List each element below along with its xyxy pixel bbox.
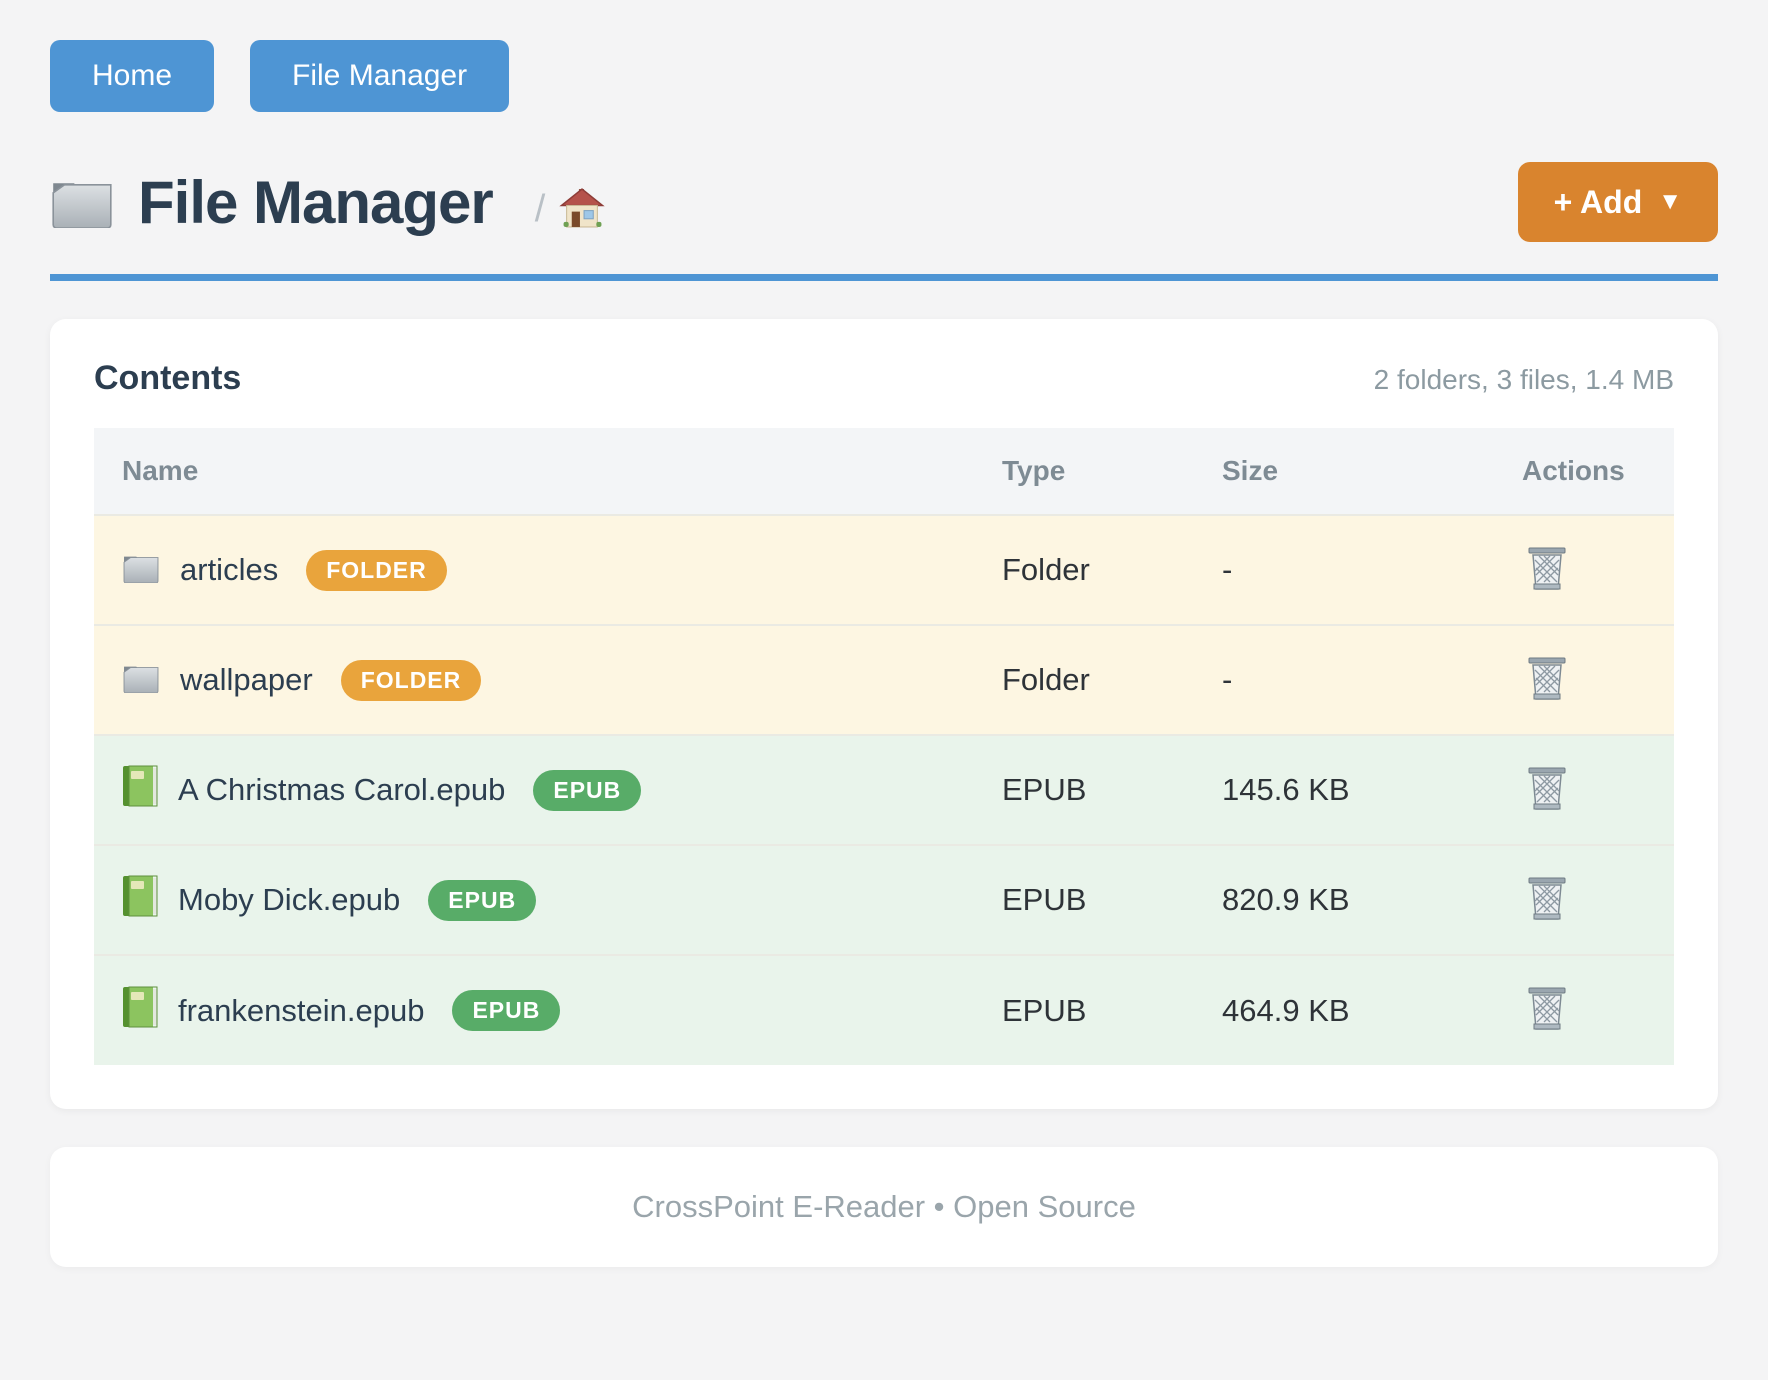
- item-type: Folder: [1002, 662, 1090, 697]
- page-header: File Manager / + Add ▼: [50, 162, 1718, 242]
- item-type: EPUB: [1002, 772, 1087, 807]
- page-title: File Manager: [138, 168, 494, 236]
- top-nav: Home File Manager: [50, 40, 1718, 112]
- item-name[interactable]: Moby Dick.epub: [178, 882, 401, 917]
- delete-button[interactable]: [1522, 762, 1572, 819]
- delete-button[interactable]: [1522, 982, 1572, 1039]
- green-book-icon: [122, 764, 158, 816]
- green-book-icon: [122, 985, 158, 1037]
- delete-button[interactable]: [1522, 542, 1572, 599]
- item-size: -: [1222, 552, 1233, 587]
- title-wrap: File Manager /: [50, 168, 605, 237]
- folder-icon: [122, 660, 160, 701]
- column-header-type: Type: [1002, 455, 1066, 486]
- breadcrumb-separator: /: [534, 187, 546, 230]
- add-button-label: + Add: [1553, 184, 1643, 220]
- delete-button[interactable]: [1522, 652, 1572, 709]
- footer-text: CrossPoint E-Reader • Open Source: [632, 1189, 1136, 1224]
- header-divider: [50, 274, 1718, 281]
- item-type: EPUB: [1002, 882, 1087, 917]
- files-table: Name Type Size Actions articles FOLDER F…: [94, 428, 1674, 1065]
- item-name[interactable]: frankenstein.epub: [178, 992, 425, 1028]
- trash-icon: [1526, 766, 1568, 815]
- table-row[interactable]: frankenstein.epub EPUB EPUB 464.9 KB: [94, 955, 1674, 1065]
- item-type: EPUB: [1002, 992, 1087, 1028]
- table-header-row: Name Type Size Actions: [94, 428, 1674, 515]
- green-book-icon: [122, 874, 158, 926]
- column-header-actions: Actions: [1522, 455, 1625, 486]
- breadcrumb: /: [535, 186, 606, 233]
- item-name[interactable]: A Christmas Carol.epub: [178, 772, 506, 807]
- table-row[interactable]: Moby Dick.epub EPUB EPUB 820.9 KB: [94, 845, 1674, 955]
- table-row[interactable]: articles FOLDER Folder -: [94, 515, 1674, 625]
- item-size: 145.6 KB: [1222, 772, 1350, 807]
- trash-icon: [1526, 546, 1568, 595]
- caret-down-icon: ▼: [1658, 188, 1682, 215]
- column-header-size: Size: [1222, 455, 1279, 486]
- folder-badge: FOLDER: [306, 549, 447, 591]
- nav-file-manager-button[interactable]: File Manager: [250, 40, 510, 112]
- trash-icon: [1526, 986, 1568, 1035]
- folder-icon: [50, 172, 114, 233]
- footer-card: CrossPoint E-Reader • Open Source: [50, 1147, 1718, 1267]
- contents-card-header: Contents 2 folders, 3 files, 1.4 MB: [94, 359, 1674, 398]
- item-name[interactable]: articles: [180, 552, 279, 587]
- contents-title: Contents: [94, 359, 242, 397]
- table-row[interactable]: A Christmas Carol.epub EPUB EPUB 145.6 K…: [94, 735, 1674, 845]
- nav-home-button[interactable]: Home: [50, 40, 215, 112]
- column-header-name: Name: [122, 455, 199, 486]
- item-size: -: [1222, 662, 1233, 697]
- add-button[interactable]: + Add ▼: [1517, 162, 1718, 242]
- epub-badge: EPUB: [452, 990, 561, 1031]
- contents-card: Contents 2 folders, 3 files, 1.4 MB Name…: [50, 319, 1718, 1109]
- epub-badge: EPUB: [533, 769, 642, 811]
- item-size: 820.9 KB: [1222, 882, 1350, 917]
- epub-badge: EPUB: [428, 879, 537, 921]
- trash-icon: [1526, 876, 1568, 925]
- item-size: 464.9 KB: [1222, 992, 1350, 1028]
- contents-summary: 2 folders, 3 files, 1.4 MB: [1373, 364, 1674, 395]
- item-type: Folder: [1002, 552, 1090, 587]
- folder-icon: [122, 550, 160, 591]
- trash-icon: [1526, 656, 1568, 705]
- item-name[interactable]: wallpaper: [180, 662, 313, 697]
- folder-badge: FOLDER: [340, 659, 482, 701]
- table-row[interactable]: wallpaper FOLDER Folder -: [94, 625, 1674, 735]
- home-icon[interactable]: [559, 186, 605, 233]
- delete-button[interactable]: [1522, 872, 1572, 929]
